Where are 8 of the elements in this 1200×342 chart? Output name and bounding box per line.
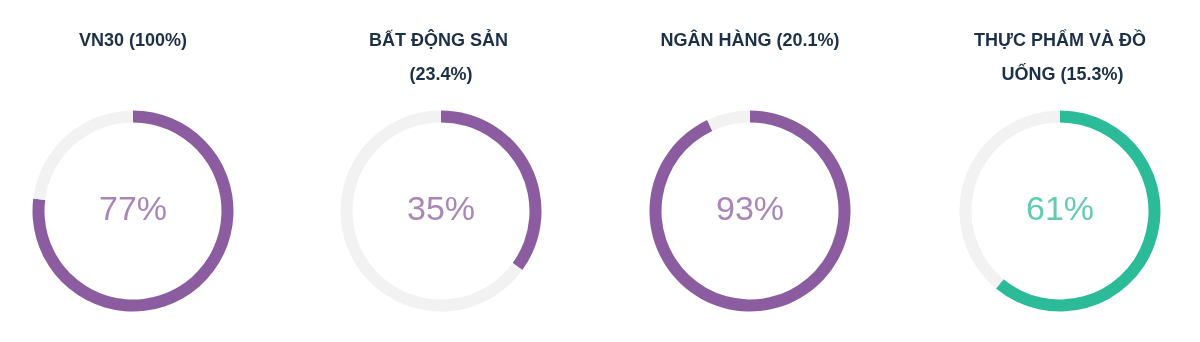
text: 35% xyxy=(406,189,476,227)
chart-title: BẤT ĐỘNG SẢN (23.4%) xyxy=(369,29,513,84)
text: 77% xyxy=(98,189,168,227)
text: 61% xyxy=(1025,189,1095,227)
chart-title: NGÂN HÀNG (20.1%) xyxy=(660,29,840,50)
chart-title: VN30 (100%) xyxy=(78,30,188,50)
chart-title: THỰC PHẨM VÀ ĐỒ UỐNG (15.3%) xyxy=(974,29,1146,84)
text: 93% xyxy=(715,189,785,227)
